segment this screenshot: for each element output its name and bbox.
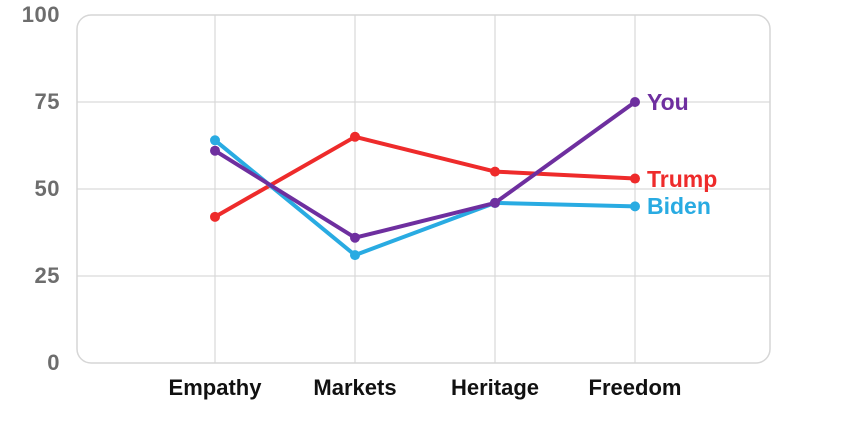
x-axis-label-empathy: Empathy [168,375,262,400]
data-point-trump-markets [350,131,360,142]
data-point-biden-markets [350,250,360,261]
x-axis-label-heritage: Heritage [450,375,540,400]
series-label-you: You [647,89,689,115]
data-point-trump-heritage [490,166,500,177]
x-axis-label-freedom: Freedom [588,375,682,400]
y-axis-tick-0: 0 [47,350,60,375]
y-axis-tick-25: 25 [34,263,60,288]
data-point-trump-empathy [210,211,220,222]
series-line-trump [213,134,637,219]
series-line-biden [213,138,637,258]
data-point-you-empathy [210,145,220,156]
series-label-trump: Trump [647,165,718,192]
data-point-you-heritage [490,197,500,208]
data-point-trump-freedom [630,173,640,184]
data-point-biden-freedom [630,201,640,212]
y-axis-tick-50: 50 [34,176,60,201]
data-point-you-freedom [630,97,640,107]
series-line-you [213,100,637,240]
plot-border [76,14,771,364]
data-point-you-markets [350,232,360,243]
data-point-biden-empathy [210,135,220,146]
y-axis-tick-75: 75 [34,89,60,114]
y-axis-tick-100: 100 [21,2,60,27]
x-axis-label-markets: Markets [313,375,397,400]
series-label-biden: Biden [647,193,711,220]
